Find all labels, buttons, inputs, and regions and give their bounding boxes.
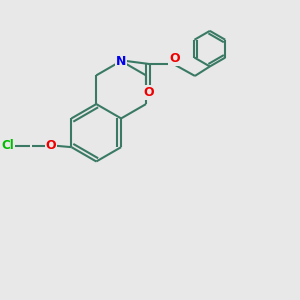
Text: O: O	[45, 139, 56, 152]
Text: O: O	[169, 52, 180, 65]
Text: N: N	[116, 55, 126, 68]
Text: Cl: Cl	[2, 139, 14, 152]
Text: O: O	[143, 86, 154, 99]
